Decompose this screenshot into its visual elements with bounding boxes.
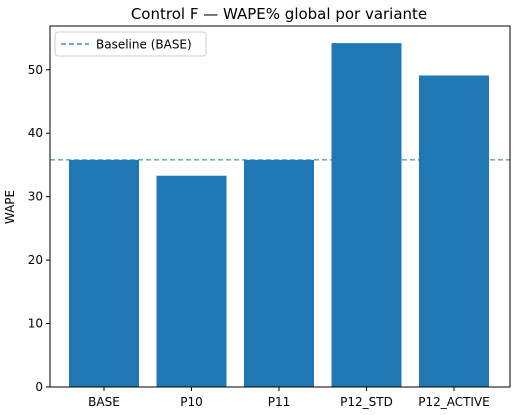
- chart-title: Control F — WAPE% global por variante: [131, 5, 427, 23]
- legend-box: [54, 31, 207, 57]
- plot-frame: [49, 25, 511, 388]
- y-axis-label: WAPE: [3, 190, 17, 224]
- bar-p10: [156, 175, 227, 387]
- y-tick-label: 50: [28, 63, 43, 77]
- x-tick-label: BASE: [88, 395, 120, 409]
- legend: Baseline (BASE): [54, 31, 207, 57]
- bars-group: [69, 43, 489, 387]
- bar-base: [69, 159, 139, 387]
- x-axis: BASE P10 P11 P12_STD P12_ACTIVE: [88, 387, 490, 409]
- y-tick-label: 40: [28, 126, 43, 140]
- bar-p11: [244, 159, 314, 387]
- x-tick-label: P12_STD: [340, 395, 393, 409]
- x-tick-label: P12_ACTIVE: [418, 395, 490, 409]
- y-tick-label: 0: [35, 380, 43, 394]
- bar-p12-std: [331, 43, 402, 387]
- y-axis: 0 10 20 30 40 50: [28, 63, 50, 394]
- x-tick-label: P10: [180, 395, 203, 409]
- legend-label: Baseline (BASE): [96, 38, 192, 52]
- y-tick-label: 30: [28, 190, 43, 204]
- y-tick-label: 10: [28, 317, 43, 331]
- x-tick-label: P11: [268, 395, 291, 409]
- y-tick-label: 20: [28, 253, 43, 267]
- bar-p12-active: [419, 75, 489, 387]
